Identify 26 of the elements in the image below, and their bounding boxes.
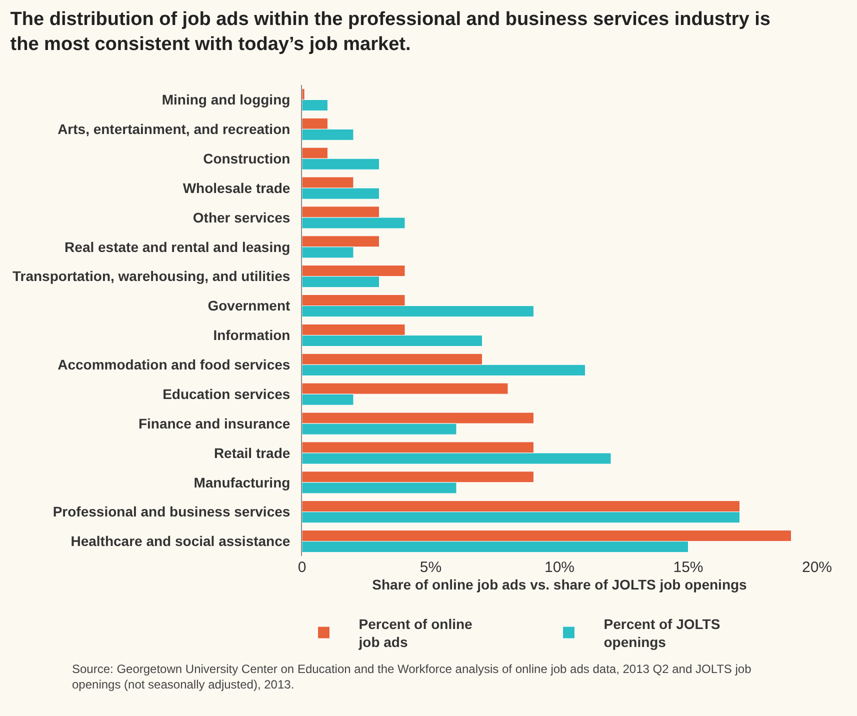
y-tick-label: Professional and business services: [52, 504, 290, 520]
y-tick-label: Accommodation and food services: [58, 356, 290, 373]
source-note: Source: Georgetown University Center on Education and the Workforce analysis of online job ads data, 2013 Q2 and JOLTS job openings (not seasonally adjusted), 2013.: [72, 662, 752, 692]
y-tick-label: Real estate and rental and leasing: [64, 238, 290, 255]
x-axis-title: Share of online job ads vs. share of JOLTS job openings: [372, 576, 748, 592]
y-tick-label: Retail trade: [214, 444, 290, 461]
y-tick-label: Arts, entertainment, and recreation: [58, 121, 290, 138]
y-tick-label: Healthcare and social assistance: [70, 533, 290, 550]
legend-label: Percent of online job ads: [358, 616, 473, 650]
y-tick-label: Transportation, warehousing, and utilities: [12, 268, 290, 284]
y-tick-label: Education services: [162, 386, 290, 402]
x-tick-label: 5%: [420, 559, 442, 576]
x-tick-label: 15%: [673, 559, 704, 576]
y-tick-label: Other services: [192, 209, 290, 226]
x-tick-label: 20%: [802, 559, 832, 576]
y-tick-label: Information: [213, 327, 290, 344]
x-tick-label: 10%: [544, 559, 575, 576]
y-tick-label: Construction: [203, 150, 290, 166]
y-tick-label: Government: [208, 298, 291, 314]
x-tick-label: 0: [298, 559, 306, 576]
y-tick-label: Finance and insurance: [138, 415, 290, 432]
y-tick-label: Wholesale trade: [182, 180, 290, 196]
y-tick-label: Mining and logging: [162, 92, 290, 108]
y-tick-label: Manufacturing: [194, 474, 290, 490]
chart-title: The distribution of job ads within the professional and business services industry is the most consistent with today’s job market.: [10, 9, 770, 55]
legend-label: Percent of JOLTS openings: [604, 616, 720, 650]
